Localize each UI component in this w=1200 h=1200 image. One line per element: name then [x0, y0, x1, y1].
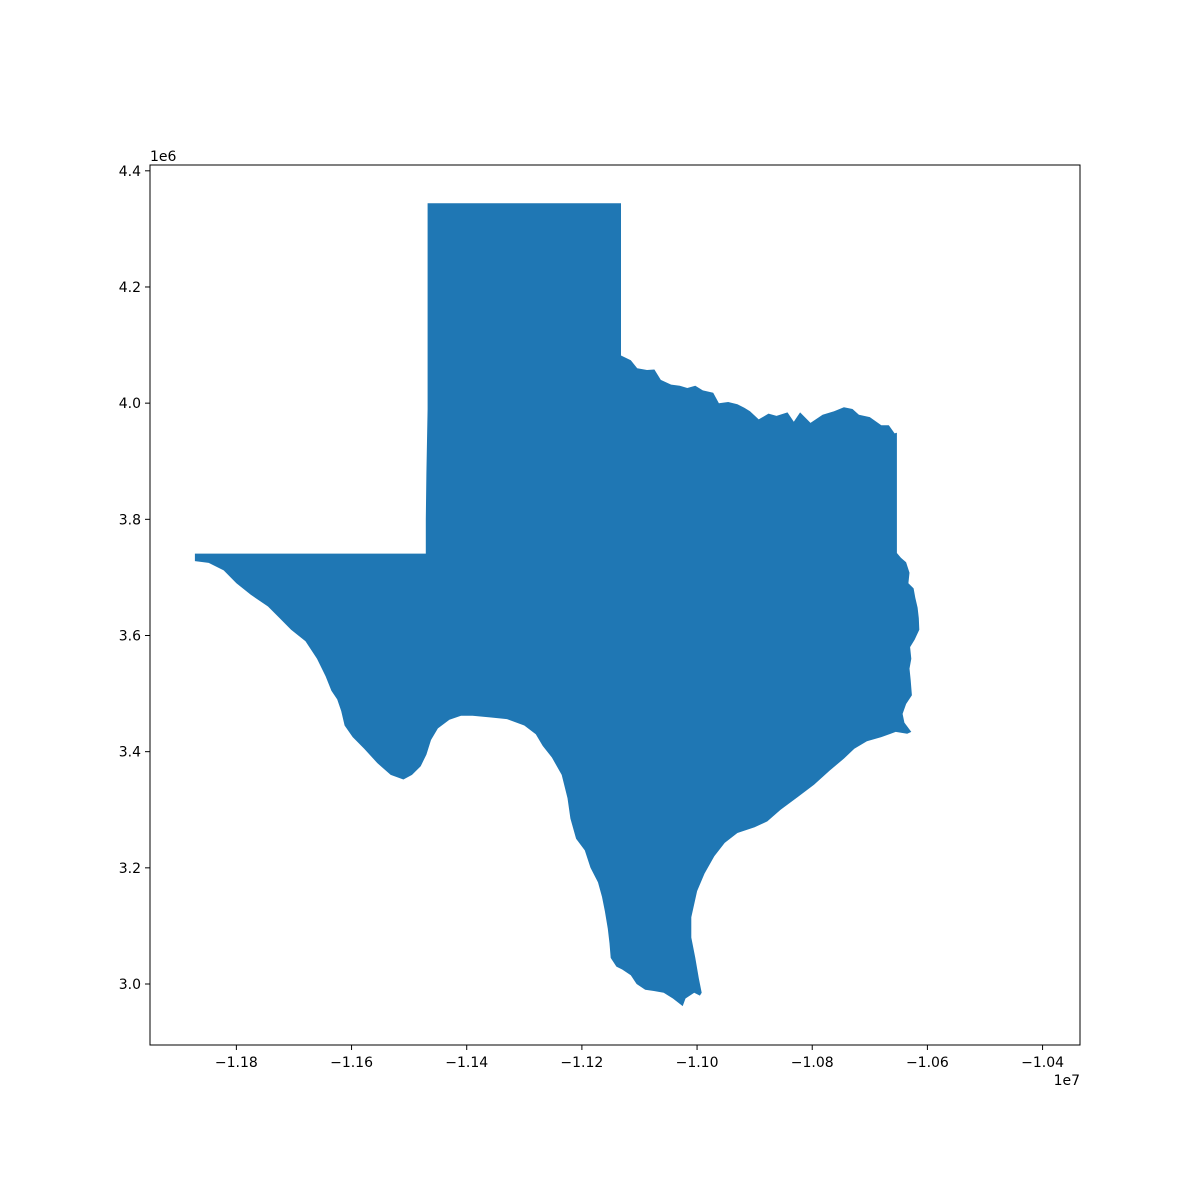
- y-axis-offset-label: 1e6: [150, 149, 177, 165]
- y-tick-label: 4.4: [119, 164, 141, 180]
- x-tick-label: −1.12: [560, 1055, 603, 1071]
- y-tick-label: 3.4: [119, 745, 141, 761]
- y-tick-label: 4.0: [119, 396, 141, 412]
- plot-area: [194, 203, 920, 1007]
- axes-frame: [149, 164, 1081, 1046]
- x-tick-label: −1.04: [1021, 1055, 1064, 1071]
- x-tick-label: −1.14: [445, 1055, 488, 1071]
- y-tick-label: 3.8: [119, 512, 141, 528]
- x-tick-label: −1.18: [215, 1055, 258, 1071]
- y-tick-label: 3.2: [119, 861, 141, 877]
- texas-state-polygon: [194, 203, 920, 1007]
- x-axis-ticks: −1.18 −1.16 −1.14 −1.12 −1.10 −1.08 −1.06 −1.04: [215, 1045, 1064, 1071]
- y-tick-label: 3.6: [119, 628, 141, 644]
- x-axis-offset-label: 1e7: [1054, 1073, 1080, 1089]
- y-axis-ticks: 3.0 3.2 3.4 3.6 3.8 4.0 4.2 4.4: [119, 164, 150, 993]
- x-tick-label: −1.08: [791, 1055, 834, 1071]
- x-tick-label: −1.16: [330, 1055, 373, 1071]
- y-tick-label: 3.0: [119, 977, 141, 993]
- x-tick-label: −1.10: [676, 1055, 719, 1071]
- x-tick-label: −1.06: [906, 1055, 949, 1071]
- y-tick-label: 4.2: [119, 280, 141, 296]
